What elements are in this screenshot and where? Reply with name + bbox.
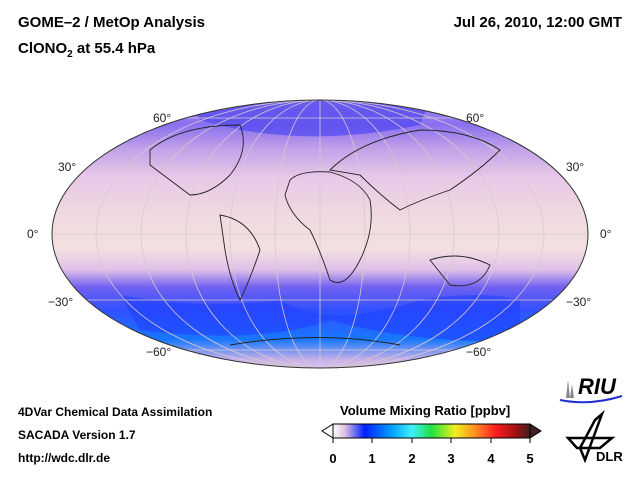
lat-label-left: 60°: [153, 111, 172, 125]
riu-logo-text: RIU: [578, 374, 616, 399]
lat-label-right: −30°: [566, 295, 592, 309]
colorbar-tick-label: 0: [329, 451, 337, 466]
colorbar-tick-label: 3: [447, 451, 455, 466]
map-field: [52, 100, 588, 368]
lat-label-left: 0°: [27, 227, 39, 241]
lat-label-right: 30°: [566, 160, 585, 174]
colorbar-tick-label: 2: [408, 451, 416, 466]
datetime: Jul 26, 2010, 12:00 GMT: [453, 14, 622, 31]
colorbar-tick-label: 4: [487, 451, 495, 466]
colorbar-ticks: [332, 438, 531, 443]
colorbar-tick-label: 1: [368, 451, 376, 466]
lat-label-left: 30°: [58, 160, 77, 174]
lat-label-right: −60°: [466, 345, 492, 359]
footer-link[interactable]: http://wdc.dlr.de: [18, 451, 110, 465]
lat-label-right: 0°: [600, 227, 612, 241]
title-line1: GOME–2 / MetOp Analysis: [18, 14, 205, 31]
coastlines: [149, 124, 501, 346]
footer-line2: SACADA Version 1.7: [18, 428, 136, 442]
colorbar-min-arrow: [321, 423, 334, 439]
colorbar-max-arrow: [529, 423, 542, 439]
colorbar-title: Volume Mixing Ratio [ppbv]: [340, 403, 511, 418]
riu-logo: [559, 380, 623, 404]
colorbar-tick-label: 5: [526, 451, 534, 466]
lat-label-left: −30°: [48, 295, 74, 309]
lat-label-left: −60°: [146, 345, 172, 359]
dlr-logo: [565, 409, 616, 464]
dlr-logo-text: DLR: [596, 449, 623, 464]
lat-label-right: 60°: [466, 111, 485, 125]
map-outline: [51, 99, 589, 369]
title-line2: ClONO2 at 55.4 hPa: [18, 40, 156, 60]
colorbar: [332, 423, 531, 439]
footer-line1: 4DVar Chemical Data Assimilation: [18, 405, 213, 419]
